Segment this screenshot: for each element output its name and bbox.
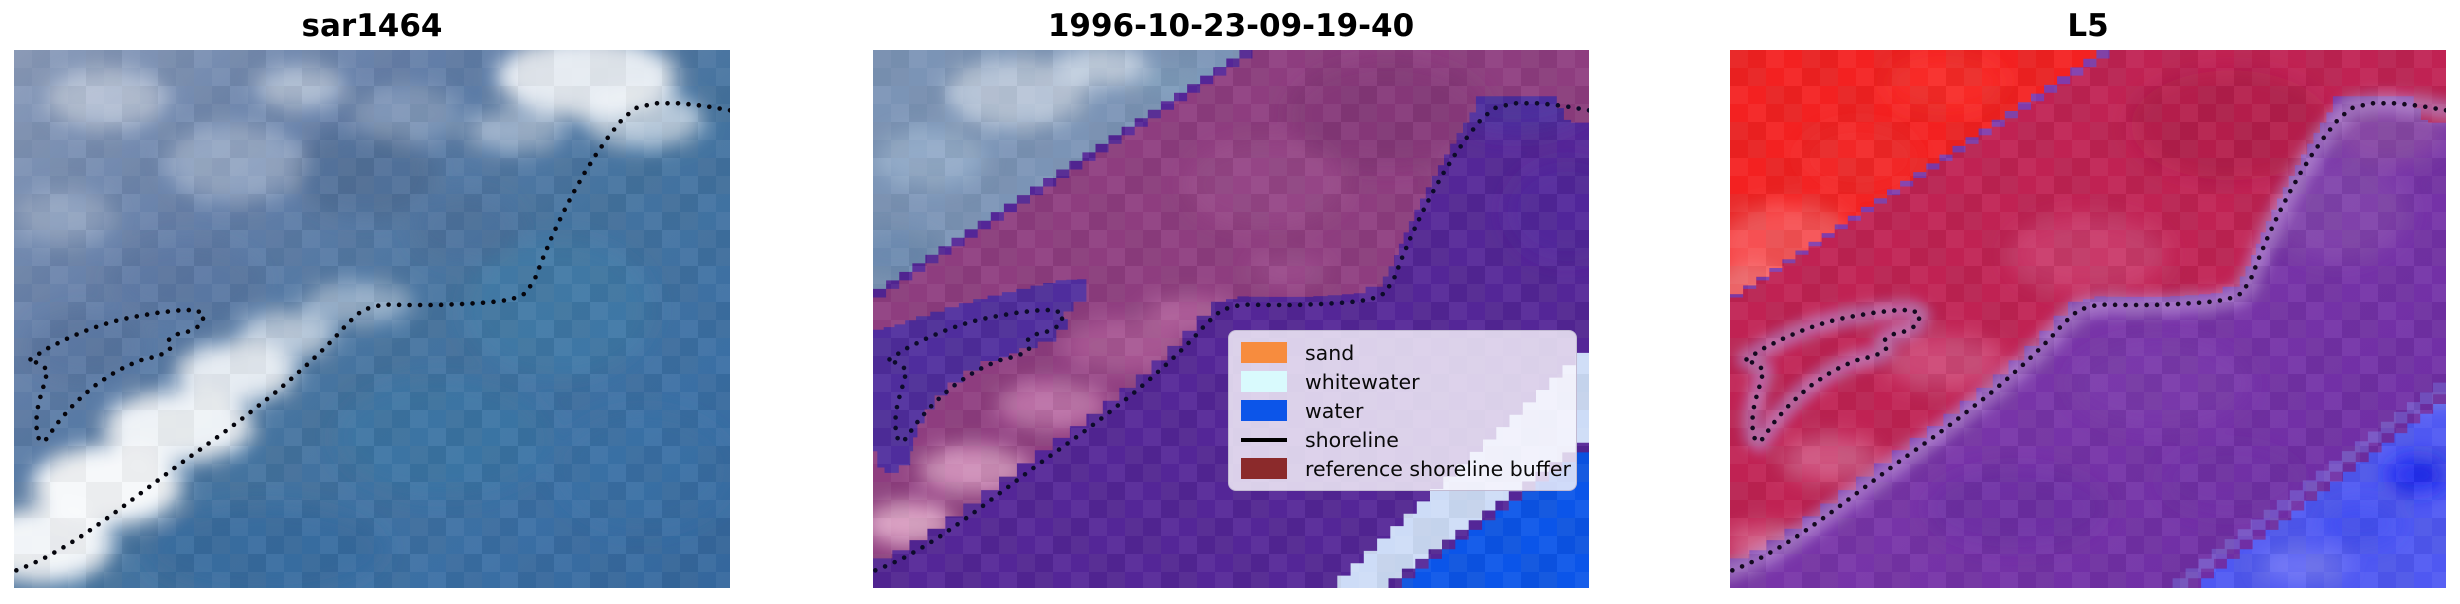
classified-image-panel bbox=[873, 50, 1589, 588]
panel-title-sar1464: sar1464 bbox=[301, 8, 443, 44]
panel-title-l5: L5 bbox=[2067, 8, 2109, 44]
legend-row-shoreline: shoreline bbox=[1241, 426, 1564, 454]
legend-box: sand whitewater water shoreline referenc… bbox=[1228, 330, 1577, 491]
legend-label: whitewater bbox=[1305, 369, 1420, 394]
legend-label: sand bbox=[1305, 340, 1355, 365]
whitewater-color-swatch bbox=[1241, 371, 1287, 392]
water-color-swatch bbox=[1241, 400, 1287, 421]
sand-color-swatch bbox=[1241, 342, 1287, 363]
legend-row-sand: sand bbox=[1241, 339, 1564, 367]
panel-title-date: 1996-10-23-09-19-40 bbox=[1047, 8, 1415, 44]
reference-buffer-color-swatch bbox=[1241, 458, 1287, 479]
legend-row-reference-buffer: reference shoreline buffer bbox=[1241, 455, 1571, 483]
legend-row-whitewater: whitewater bbox=[1241, 368, 1564, 396]
legend-label: reference shoreline buffer bbox=[1305, 456, 1571, 481]
legend-row-water: water bbox=[1241, 397, 1564, 425]
legend-label: shoreline bbox=[1305, 427, 1399, 452]
legend-label: water bbox=[1305, 398, 1364, 423]
landsat5-image-panel bbox=[1730, 50, 2446, 588]
sar-image-panel bbox=[14, 50, 730, 588]
shoreline-line-swatch bbox=[1241, 437, 1287, 442]
